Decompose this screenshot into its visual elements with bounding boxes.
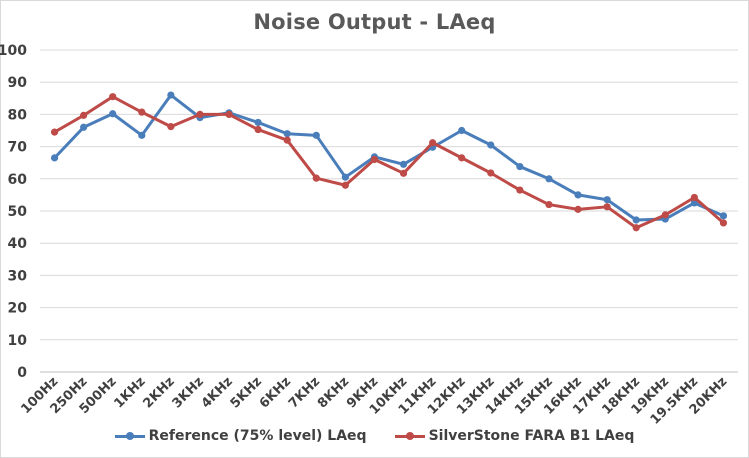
x-tick-label: 5KHz (228, 374, 265, 411)
data-point-1 (661, 211, 669, 219)
legend-label-reference: Reference (75% level) LAeq (148, 428, 367, 444)
data-point-1 (429, 139, 437, 147)
x-tick-label: 8KHz (315, 374, 352, 411)
data-point-1 (516, 186, 524, 194)
data-point-0 (283, 130, 291, 138)
data-point-1 (545, 200, 553, 209)
legend-item-reference: Reference (75% level) LAeq (114, 428, 367, 444)
data-point-1 (719, 219, 728, 227)
y-tick-label: 100 (0, 43, 27, 59)
x-tick-label: 1KHz (111, 374, 148, 411)
data-point-0 (719, 212, 728, 220)
data-point-0 (312, 131, 320, 139)
y-tick-label: 40 (8, 236, 28, 252)
x-tick-label: 7KHz (286, 374, 323, 411)
data-point-1 (138, 108, 146, 116)
data-point-0 (399, 160, 408, 168)
data-point-1 (690, 193, 698, 202)
data-point-1 (399, 169, 408, 177)
data-point-0 (632, 216, 640, 224)
legend-swatch-silverstone (394, 430, 425, 442)
data-point-1 (254, 125, 262, 134)
data-point-1 (341, 181, 349, 189)
data-point-1 (167, 123, 175, 131)
data-point-0 (690, 199, 698, 207)
data-point-1 (632, 224, 640, 232)
data-point-1 (487, 169, 495, 177)
data-point-0 (516, 162, 524, 171)
y-tick-label: 60 (8, 172, 28, 188)
data-point-0 (167, 91, 175, 99)
data-point-0 (487, 141, 495, 149)
data-point-1 (603, 203, 611, 211)
data-point-1 (50, 128, 59, 136)
y-tick-label: 20 (8, 301, 28, 317)
data-point-1 (109, 93, 117, 101)
data-point-0 (109, 110, 117, 118)
legend-label-silverstone: SilverStone FARA B1 LAeq (428, 428, 635, 444)
data-point-1 (196, 110, 204, 118)
y-tick-label: 0 (17, 365, 27, 381)
chart-title: Noise Output - LAeq (253, 10, 496, 34)
legend-item-silverstone: SilverStone FARA B1 LAeq (394, 428, 635, 444)
data-point-1 (312, 174, 320, 182)
x-tick-label: 4KHz (199, 374, 236, 411)
data-point-1 (458, 154, 466, 162)
data-point-0 (138, 131, 146, 139)
y-tick-label: 10 (8, 333, 28, 349)
data-point-0 (458, 126, 466, 135)
data-point-0 (574, 191, 582, 199)
data-point-1 (370, 155, 379, 164)
data-point-0 (545, 175, 553, 183)
x-tick-label: 2KHz (141, 374, 178, 411)
x-tick-label: 3KHz (170, 374, 207, 411)
data-point-0 (80, 123, 88, 131)
y-tick-label: 80 (8, 107, 28, 123)
y-tick-label: 30 (8, 268, 28, 284)
y-tick-label: 70 (8, 140, 28, 156)
data-point-0 (254, 118, 262, 127)
data-point-1 (225, 110, 233, 118)
legend-swatch-reference (114, 430, 145, 442)
data-point-1 (80, 111, 88, 119)
data-point-0 (341, 173, 349, 181)
data-point-1 (574, 205, 582, 213)
y-tick-label: 50 (8, 204, 28, 220)
x-tick-label: 6KHz (257, 374, 294, 411)
series-line-0 (53, 93, 725, 222)
data-point-0 (603, 196, 611, 204)
data-point-1 (283, 136, 291, 144)
data-point-0 (50, 154, 59, 162)
y-tick-label: 90 (8, 75, 28, 91)
chart-legend: Reference (75% level) LAeq SilverStone F… (0, 428, 749, 444)
series-line-1 (53, 95, 725, 230)
